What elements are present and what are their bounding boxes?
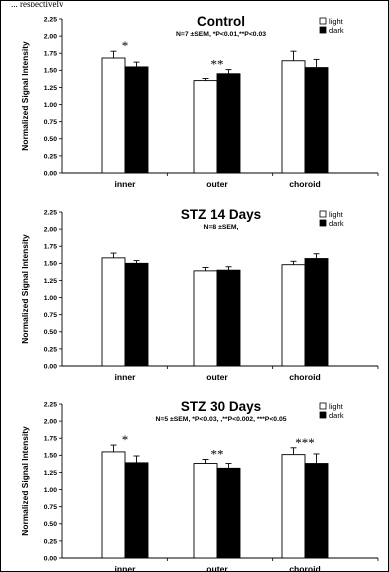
- legend-label-dark: dark: [329, 219, 344, 228]
- chart-title: STZ 30 Days: [181, 399, 261, 414]
- y-tick-label: 1.75: [44, 51, 57, 58]
- bar-dark-inner: [124, 462, 149, 559]
- bar-dark-choroid: [304, 463, 329, 559]
- bar-light-choroid: [281, 60, 306, 174]
- x-category-label: inner: [114, 372, 136, 382]
- x-category-label: inner: [114, 179, 136, 189]
- y-tick-label: 0.00: [44, 555, 57, 562]
- bar-light-outer: [193, 270, 218, 367]
- bar-light-outer: [193, 80, 218, 174]
- significance-marker-choroid: ***: [295, 435, 315, 450]
- legend-label-dark: dark: [329, 26, 344, 35]
- x-category-label: outer: [206, 564, 228, 572]
- y-axis-label: Normalized Signal Intensity: [20, 426, 30, 536]
- y-tick-label: 1.25: [44, 470, 57, 477]
- top-caption-fragment: ... respectively: [11, 0, 64, 7]
- legend-swatch-dark: [319, 411, 327, 419]
- chart-subtitle: N=7 ±SEM, *P<0.01,**P<0.03: [176, 31, 266, 38]
- bar-dark-outer: [216, 467, 241, 559]
- y-tick-label: 0.50: [44, 329, 57, 336]
- legend-swatch-light: [319, 402, 327, 410]
- bar-light-inner: [101, 451, 126, 559]
- y-tick-label: 1.00: [44, 295, 57, 302]
- y-tick-label: 2.00: [44, 419, 57, 426]
- y-tick-label: 0.50: [44, 136, 57, 143]
- chart-subtitle: N=5 ±SEM, *P<0.03, ,**P<0.002, ***P<0.05: [155, 416, 286, 423]
- y-tick-label: 2.25: [44, 209, 57, 216]
- y-tick-label: 1.75: [44, 436, 57, 443]
- bar-light-outer: [193, 463, 218, 559]
- y-tick-label: 0.75: [44, 504, 57, 511]
- y-tick-label: 0.75: [44, 312, 57, 319]
- y-tick-label: 1.25: [44, 278, 57, 285]
- bar-light-inner: [101, 257, 126, 367]
- significance-marker-inner: *: [122, 38, 129, 53]
- bar-light-choroid: [281, 264, 306, 367]
- x-category-label: outer: [206, 372, 228, 382]
- y-tick-label: 1.50: [44, 68, 57, 75]
- y-axis-label: Normalized Signal Intensity: [20, 234, 30, 344]
- x-category-label: outer: [206, 179, 228, 189]
- y-tick-label: 2.00: [44, 227, 57, 234]
- y-tick-label: 0.25: [44, 538, 57, 545]
- y-tick-label: 2.25: [44, 16, 57, 23]
- y-tick-label: 1.25: [44, 85, 57, 92]
- bar-dark-choroid: [304, 67, 329, 174]
- legend-label-light: light: [329, 402, 344, 411]
- y-tick-label: 0.75: [44, 119, 57, 126]
- chart-subtitle: N=8 ±SEM,: [204, 224, 239, 231]
- bar-dark-inner: [124, 262, 149, 367]
- y-tick-label: 2.25: [44, 401, 57, 408]
- y-tick-label: 0.00: [44, 363, 57, 370]
- y-tick-label: 1.75: [44, 244, 57, 251]
- significance-marker-inner: *: [122, 432, 129, 447]
- legend-label-light: light: [329, 210, 344, 219]
- y-tick-label: 2.00: [44, 34, 57, 41]
- chart-title: Control: [197, 14, 245, 29]
- bar-dark-inner: [124, 66, 149, 174]
- y-tick-label: 1.00: [44, 102, 57, 109]
- legend-label-dark: dark: [329, 411, 344, 420]
- significance-marker-outer: **: [211, 57, 224, 72]
- y-tick-label: 1.50: [44, 453, 57, 460]
- legend-swatch-light: [319, 210, 327, 218]
- x-category-label: choroid: [289, 372, 321, 382]
- chart-panel-1: Control N=7 ±SEM, *P<0.01,**P<0.03 lightda…: [20, 14, 379, 189]
- y-tick-label: 0.50: [44, 521, 57, 528]
- bar-dark-outer: [216, 269, 241, 367]
- y-tick-label: 1.50: [44, 261, 57, 268]
- significance-marker-outer: **: [211, 446, 224, 461]
- legend-swatch-light: [319, 17, 327, 25]
- chart-panel-3: STZ 30 Days N=5 ±SEM, *P<0.03, ,**P<0.002…: [20, 399, 379, 572]
- y-tick-label: 0.25: [44, 346, 57, 353]
- x-category-label: choroid: [289, 179, 321, 189]
- y-tick-label: 0.00: [44, 170, 57, 177]
- legend-swatch-dark: [319, 26, 327, 34]
- legend-swatch-dark: [319, 219, 327, 227]
- legend-label-light: light: [329, 17, 344, 26]
- bar-dark-outer: [216, 73, 241, 174]
- bar-light-choroid: [281, 454, 306, 559]
- bar-light-inner: [101, 57, 126, 174]
- y-tick-label: 0.25: [44, 153, 57, 160]
- chart-title: STZ 14 Days: [181, 207, 261, 222]
- x-category-label: inner: [114, 564, 136, 572]
- bar-dark-choroid: [304, 258, 329, 367]
- y-axis-label: Normalized Signal Intensity: [20, 41, 30, 151]
- y-tick-label: 1.00: [44, 487, 57, 494]
- x-category-label: choroid: [289, 564, 321, 572]
